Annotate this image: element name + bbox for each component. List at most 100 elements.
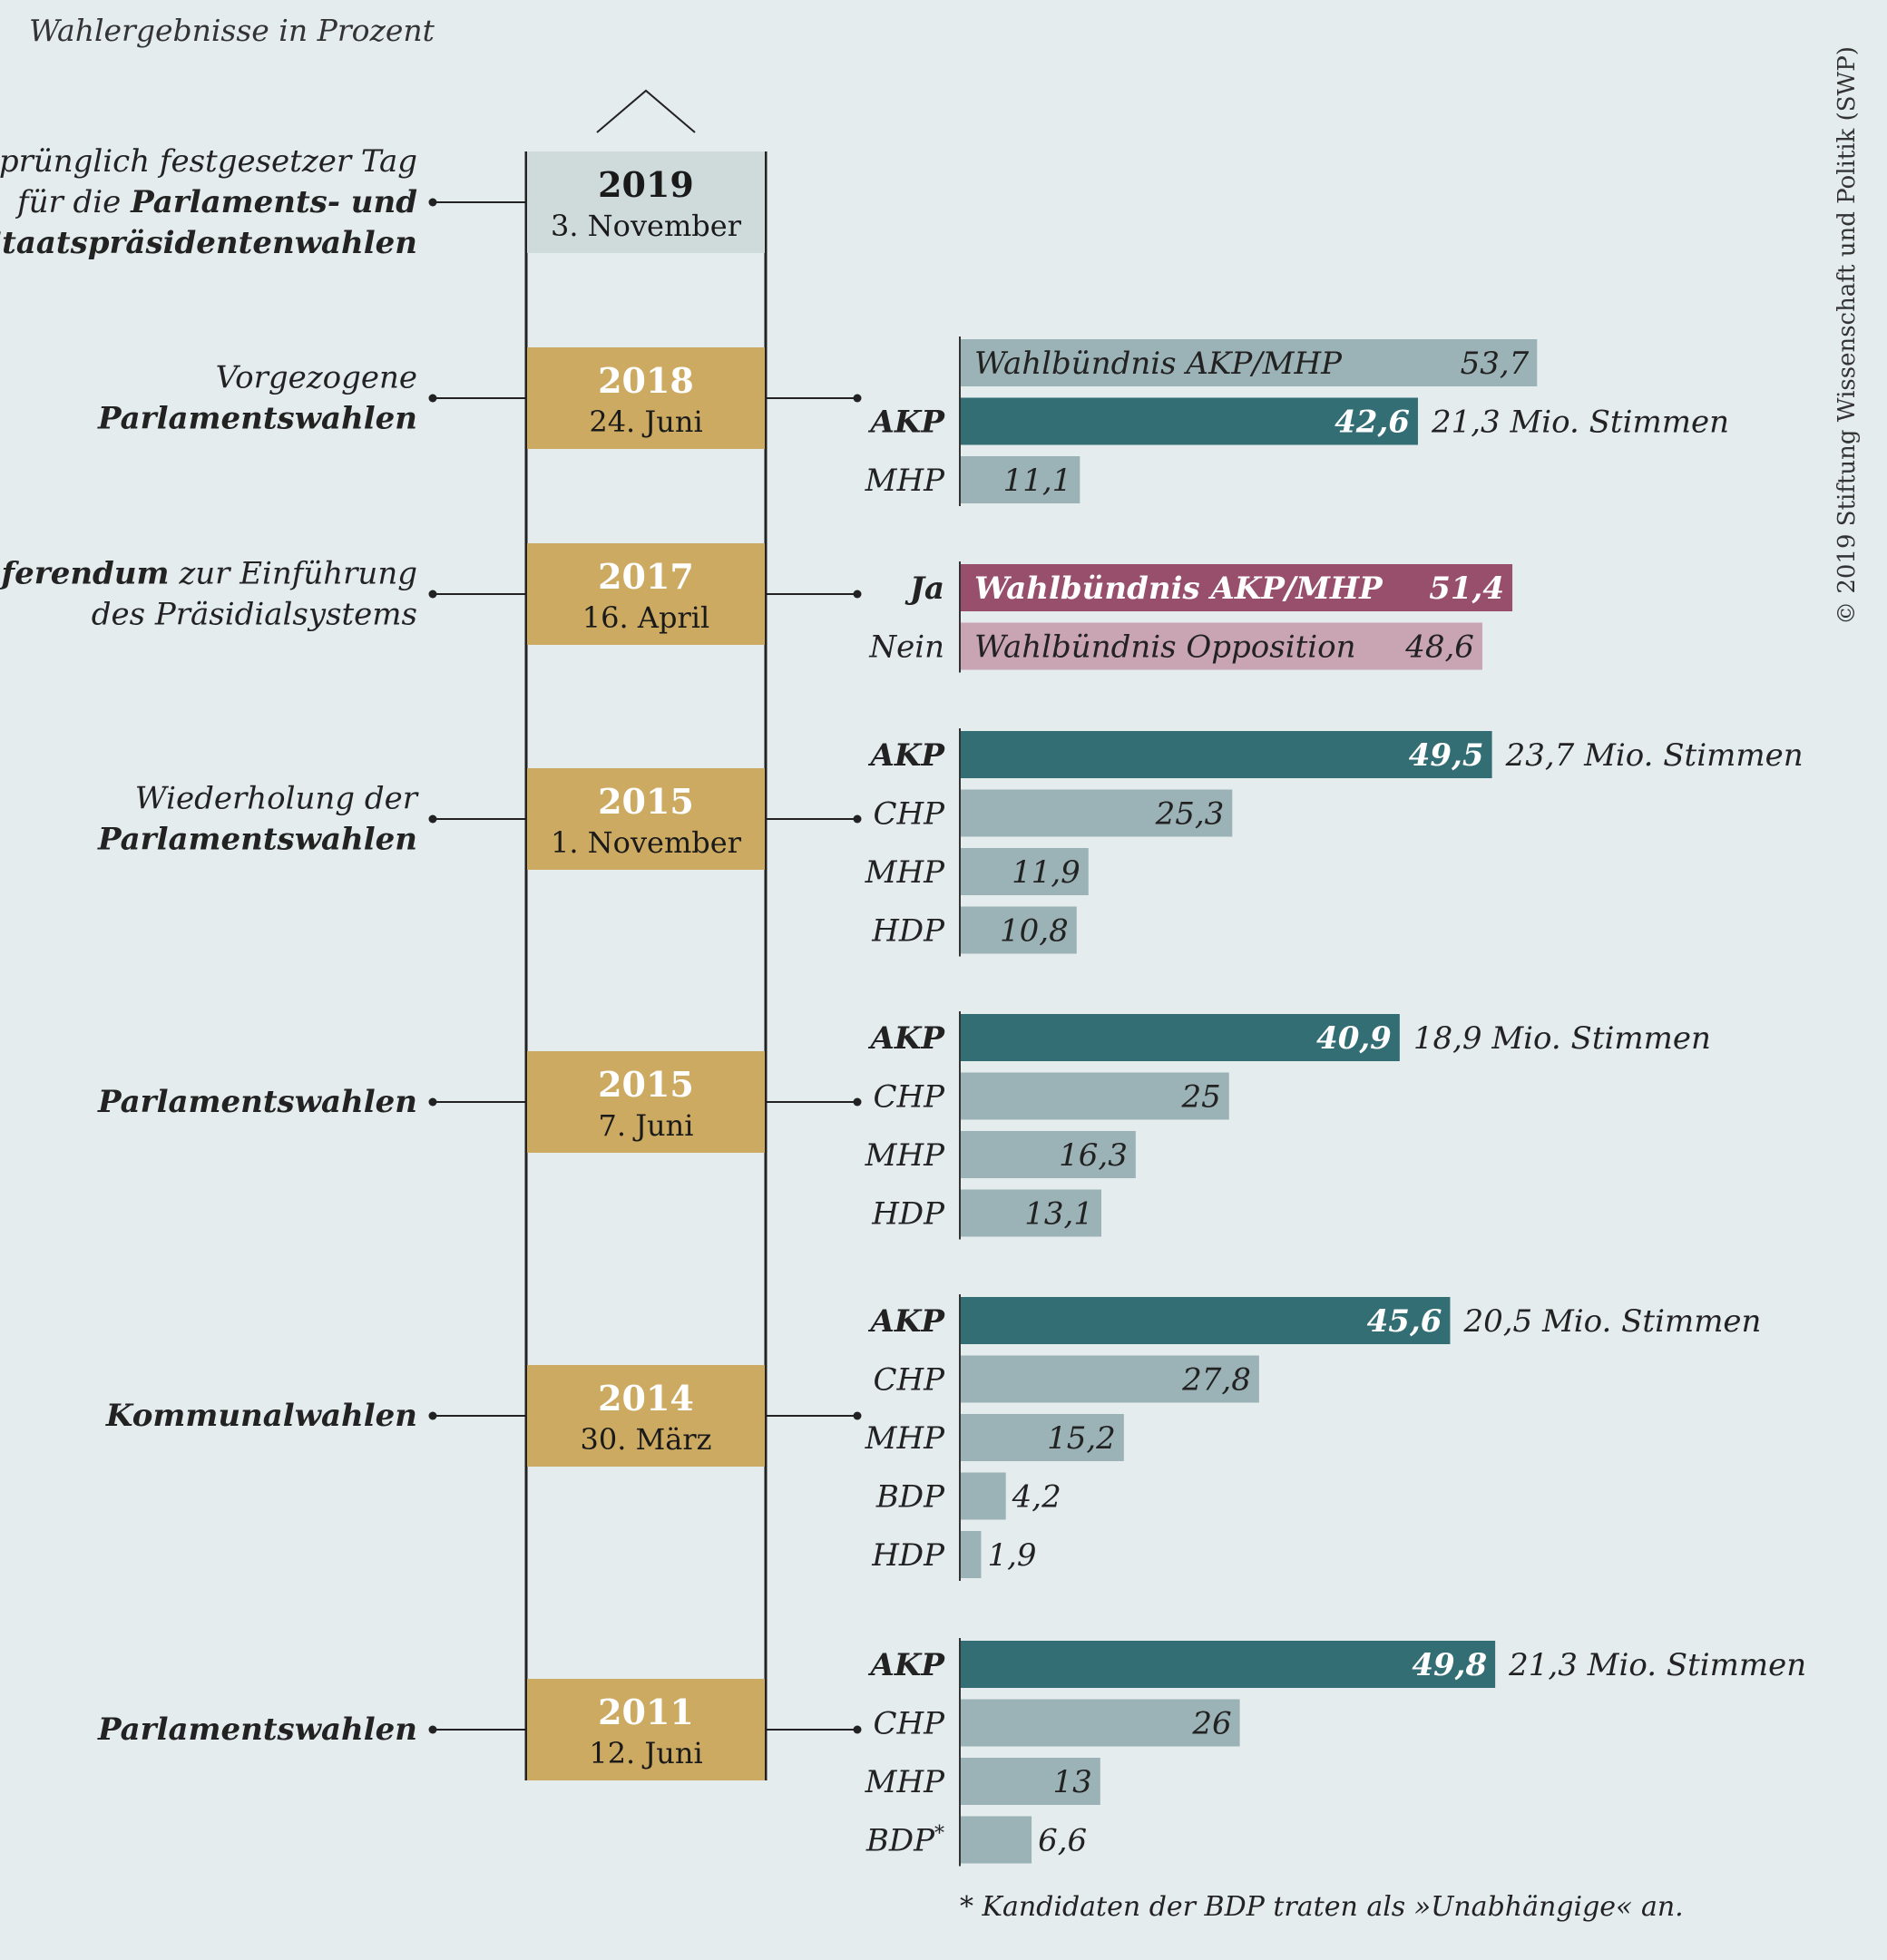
date-day: 1. November [551,825,742,860]
bar-party-label: MHP [865,463,945,499]
bar-party-label: BDP [875,1479,945,1516]
event-label-line: Referendum zur Einführung [0,556,417,592]
bar-value-label: 40,9 [1316,1020,1392,1057]
bar [961,789,1233,837]
bar-party-label: AKP [868,1020,946,1057]
bar-party-label: AKP [868,1303,946,1340]
event-label-line: Kommunalwahlen [105,1398,417,1434]
event-label-line: Parlamentswahlen [97,822,417,858]
bar-value-label: 4,2 [1012,1479,1061,1516]
bar-value-label: 11,1 [1003,463,1072,499]
date-box [527,151,765,253]
bar-value-label: 25 [1180,1079,1220,1116]
bar [961,1414,1124,1461]
date-day: 24. Juni [589,405,702,439]
bar-value-label: 15,2 [1047,1420,1116,1457]
bar [961,622,1482,670]
event-label-line: Staatspräsidentenwahlen [0,225,417,261]
bar-value-label: 51,4 [1429,570,1504,607]
chart-subtitle: Wahlergebnisse in Prozent [29,13,435,48]
bar-value-label: 13 [1053,1764,1092,1800]
event-label-line: Parlamentswahlen [97,1084,417,1120]
bar-party-label: BDP* [865,1823,944,1859]
bar-inner-label: Wahlbündnis Opposition [974,629,1355,666]
left-connector-dot [428,1411,437,1420]
date-year: 2011 [598,1692,694,1732]
bar [961,1355,1259,1403]
bar [961,339,1538,386]
event-label-line: des Präsidialsystems [92,597,417,633]
bar-inner-label: Wahlbündnis AKP/MHP [974,570,1383,607]
bar-inner-label: Wahlbündnis AKP/MHP [974,346,1343,382]
bar [961,1641,1496,1688]
bar-party-label: MHP [865,854,945,891]
bar-votes-label: 21,3 Mio. Stimmen [1431,405,1729,441]
bar [961,1472,1006,1520]
bar-value-label: 53,7 [1461,346,1530,382]
bar [961,731,1492,778]
bar-party-label: MHP [865,1764,945,1800]
footnote: * Kandidaten der BDP traten als »Unabhän… [960,1891,1684,1923]
right-connector-dot [853,1725,862,1734]
date-year: 2017 [598,556,694,597]
right-connector-dot [853,1411,862,1420]
date-year: 2019 [598,164,694,205]
bar [961,456,1080,503]
date-year: 2014 [598,1378,694,1419]
right-connector-dot [853,394,862,403]
bar [961,1189,1101,1237]
date-box [527,1051,765,1153]
date-day: 16. April [582,600,709,635]
date-year: 2015 [598,781,694,822]
event-label-line: Parlamentswahlen [97,1711,417,1748]
right-connector-dot [853,814,862,824]
bar [961,1072,1229,1120]
left-connector-dot [428,394,437,403]
bar-party-label: MHP [865,1420,945,1457]
bar-value-label: 25,3 [1155,796,1225,833]
bar [961,397,1418,445]
bar-votes-label: 18,9 Mio. Stimmen [1413,1020,1711,1057]
bar [961,1014,1400,1061]
left-connector-dot [428,1097,437,1107]
left-connector-dot [428,198,437,207]
date-year: 2015 [598,1064,694,1105]
bar-party-label: Ja [904,570,944,607]
timeline-arrow [596,89,696,133]
event-label-line: Wiederholung der [135,781,419,817]
right-connector-dot [853,590,862,599]
bar [961,1531,982,1578]
bar-party-label: AKP [868,737,946,774]
bar-value-label: 13,1 [1024,1196,1093,1233]
bar-party-label: CHP [873,1706,945,1742]
bar-party-label: HDP [871,1537,945,1574]
bar-party-label: CHP [873,1362,945,1399]
bar-value-label: 42,6 [1335,405,1410,441]
bar-value-label: 27,8 [1181,1362,1251,1399]
bar-value-label: 11,9 [1012,854,1080,891]
left-connector-dot [428,1725,437,1734]
bar [961,1699,1240,1747]
bar-party-label: MHP [865,1137,945,1174]
date-box [527,768,765,870]
bar-value-label: 49,8 [1412,1647,1487,1683]
bar-party-label: AKP [868,405,946,441]
bar [961,906,1077,954]
bar-votes-label: 20,5 Mio. Stimmen [1462,1303,1761,1340]
right-connector-dot [853,1097,862,1107]
bar-party-label: HDP [871,1196,945,1233]
bar-party-label: CHP [873,1079,945,1116]
bar-value-label: 16,3 [1059,1137,1128,1174]
bar-party-label: Nein [868,629,944,666]
bar-value-label: 49,5 [1409,737,1484,774]
bar-value-label: 26 [1191,1706,1231,1742]
left-connector-dot [428,814,437,824]
bar-value-label: 10,8 [1000,913,1069,950]
bar-party-label: CHP [873,796,945,833]
bar-votes-label: 21,3 Mio. Stimmen [1508,1647,1806,1683]
event-label-line: Vorgezogene [216,360,417,396]
event-label-line: Parlamentswahlen [97,401,417,437]
date-box [527,347,765,449]
